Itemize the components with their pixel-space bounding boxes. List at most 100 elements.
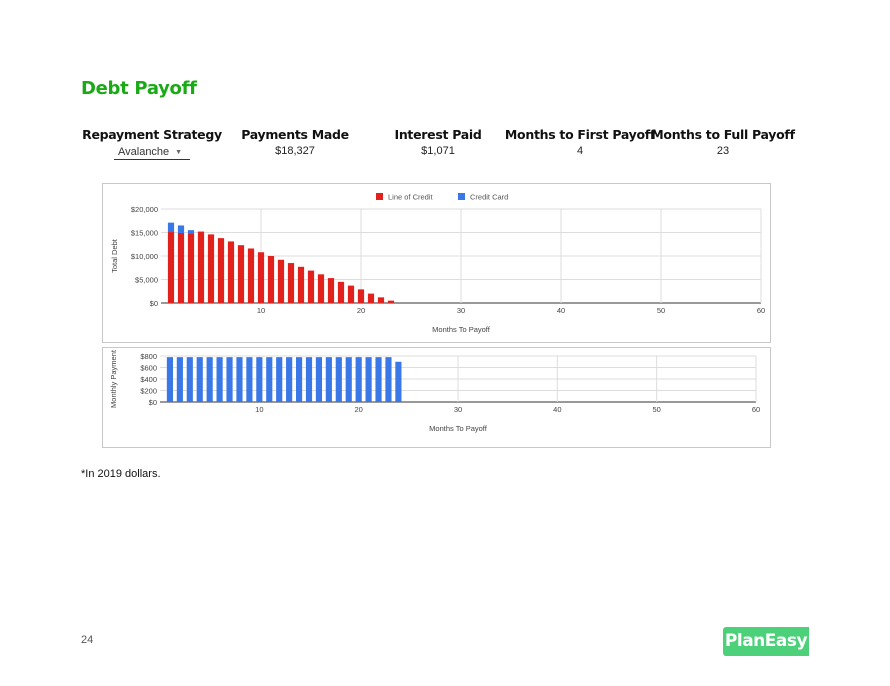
bar-line-of-credit <box>257 252 265 303</box>
y-tick-label: $10,000 <box>131 252 158 261</box>
repayment-strategy-stat: Repayment Strategy Avalanche ▼ <box>72 127 232 160</box>
x-tick-label: 60 <box>757 306 765 315</box>
bar-payment <box>295 357 303 402</box>
monthly-payment-chart: $0 $200 $400 $600 $800 10 20 30 40 50 60 Months To … <box>109 349 760 433</box>
bar-line-of-credit <box>167 232 175 303</box>
bar-payment <box>276 357 283 402</box>
payments-made-value: $18,327 <box>275 145 315 157</box>
bar-line-of-credit <box>227 241 235 303</box>
bar-line-of-credit <box>197 231 205 303</box>
bar-line-of-credit <box>337 281 345 303</box>
bar-payment <box>206 357 213 402</box>
y-axis-label: Total Debt <box>110 238 119 273</box>
bar-payment <box>196 357 203 402</box>
months-full-payoff-label: Months to Full Payoff <box>651 127 795 142</box>
x-tick-label: 50 <box>652 405 660 414</box>
x-tick-label: 10 <box>257 306 265 315</box>
footnote: *In 2019 dollars. <box>81 468 161 480</box>
planeasy-logo: PlanEasy <box>723 627 809 656</box>
bar-payment <box>236 357 243 402</box>
bar-line-of-credit <box>207 234 215 303</box>
bar-payment <box>365 357 372 402</box>
bar-line-of-credit <box>357 289 365 303</box>
months-first-payoff-label: Months to First Payoff <box>504 127 656 142</box>
y-tick-label: $400 <box>140 375 157 384</box>
x-tick-label: 30 <box>457 306 465 315</box>
months-first-payoff-stat: Months to First Payoff 4 <box>500 127 660 157</box>
legend-label: Credit Card <box>470 193 508 202</box>
legend-swatch <box>376 193 383 200</box>
chevron-down-icon: ▼ <box>175 148 183 156</box>
x-tick-label: 10 <box>255 405 263 414</box>
repayment-strategy-select[interactable]: Avalanche ▼ <box>114 146 190 160</box>
x-tick-label: 20 <box>354 405 362 414</box>
y-tick-label: $0 <box>150 299 158 308</box>
bar-line-of-credit <box>247 248 255 303</box>
bar-payment <box>246 357 253 402</box>
bar-line-of-credit <box>297 266 305 303</box>
y-tick-label: $600 <box>140 364 157 373</box>
bar-line-of-credit <box>277 259 285 303</box>
y-tick-label: $5,000 <box>135 276 158 285</box>
bar-payment <box>335 357 342 402</box>
monthly-payment-chart-panel: $0 $200 $400 $600 $800 10 20 30 40 50 60 Months To … <box>102 347 771 448</box>
bar-payment <box>385 357 392 402</box>
legend-swatch <box>458 193 465 200</box>
page-number: 24 <box>81 634 94 646</box>
bar-line-of-credit <box>217 238 225 303</box>
y-axis-label: Monthly Payment <box>109 349 118 408</box>
x-tick-label: 30 <box>454 405 462 414</box>
bar-payment <box>186 357 193 402</box>
bar-payment <box>395 361 402 402</box>
payments-made-label: Payments Made <box>241 127 349 142</box>
bar-payment <box>176 357 183 402</box>
x-tick-label: 50 <box>657 306 665 315</box>
bar-line-of-credit <box>317 274 325 303</box>
bar-payment <box>345 357 352 402</box>
bar-payment <box>315 357 323 402</box>
interest-paid-label: Interest Paid <box>394 127 482 142</box>
bar-line-of-credit <box>347 285 355 303</box>
total-debt-chart: $0 $5,000 $10,000 $15,000 $20,000 10 20 30 40 50 6… <box>110 193 765 335</box>
bar-line-of-credit <box>237 245 245 303</box>
bar-payment <box>325 357 332 402</box>
months-first-payoff-value: 4 <box>576 145 584 157</box>
x-tick-label: 40 <box>557 306 565 315</box>
page-title: Debt Payoff <box>81 78 197 99</box>
total-debt-chart-panel: $0 $5,000 $10,000 $15,000 $20,000 10 20 30 40 50 6… <box>102 183 771 343</box>
months-full-payoff-value: 23 <box>716 145 730 157</box>
bar-line-of-credit <box>267 256 275 303</box>
x-tick-label: 20 <box>357 306 365 315</box>
bar-line-of-credit <box>307 270 315 303</box>
x-axis-label: Months To Payoff <box>429 424 488 433</box>
repayment-strategy-label: Repayment Strategy <box>82 127 222 142</box>
bar-credit-card <box>187 230 195 234</box>
bar-line-of-credit <box>177 232 185 303</box>
y-tick-label: $200 <box>140 387 157 396</box>
y-tick-label: $20,000 <box>131 205 158 214</box>
x-axis-label: Months To Payoff <box>432 325 491 334</box>
bar-payment <box>216 357 223 402</box>
interest-paid-stat: Interest Paid $1,071 <box>358 127 518 157</box>
bar-payment <box>226 357 233 402</box>
bar-line-of-credit <box>377 297 385 303</box>
bar-line-of-credit <box>187 233 195 303</box>
bar-payment <box>266 357 273 402</box>
x-tick-label: 60 <box>752 405 760 414</box>
bar-line-of-credit <box>367 293 375 303</box>
bar-payment <box>305 357 313 402</box>
bar-payment <box>286 357 293 402</box>
bar-line-of-credit <box>287 263 295 303</box>
payments-made-stat: Payments Made $18,327 <box>215 127 375 157</box>
x-tick-label: 40 <box>553 405 561 414</box>
bar-payment <box>355 357 362 402</box>
bar-line-of-credit <box>387 300 395 303</box>
bar-credit-card <box>167 222 175 233</box>
months-full-payoff-stat: Months to Full Payoff 23 <box>643 127 803 157</box>
repayment-strategy-value: Avalanche <box>118 146 170 158</box>
y-tick-label: $0 <box>149 398 157 407</box>
legend-label: Line of Credit <box>388 193 434 202</box>
bar-credit-card <box>177 225 185 233</box>
bar-payment <box>375 357 382 402</box>
y-tick-label: $800 <box>140 352 157 361</box>
